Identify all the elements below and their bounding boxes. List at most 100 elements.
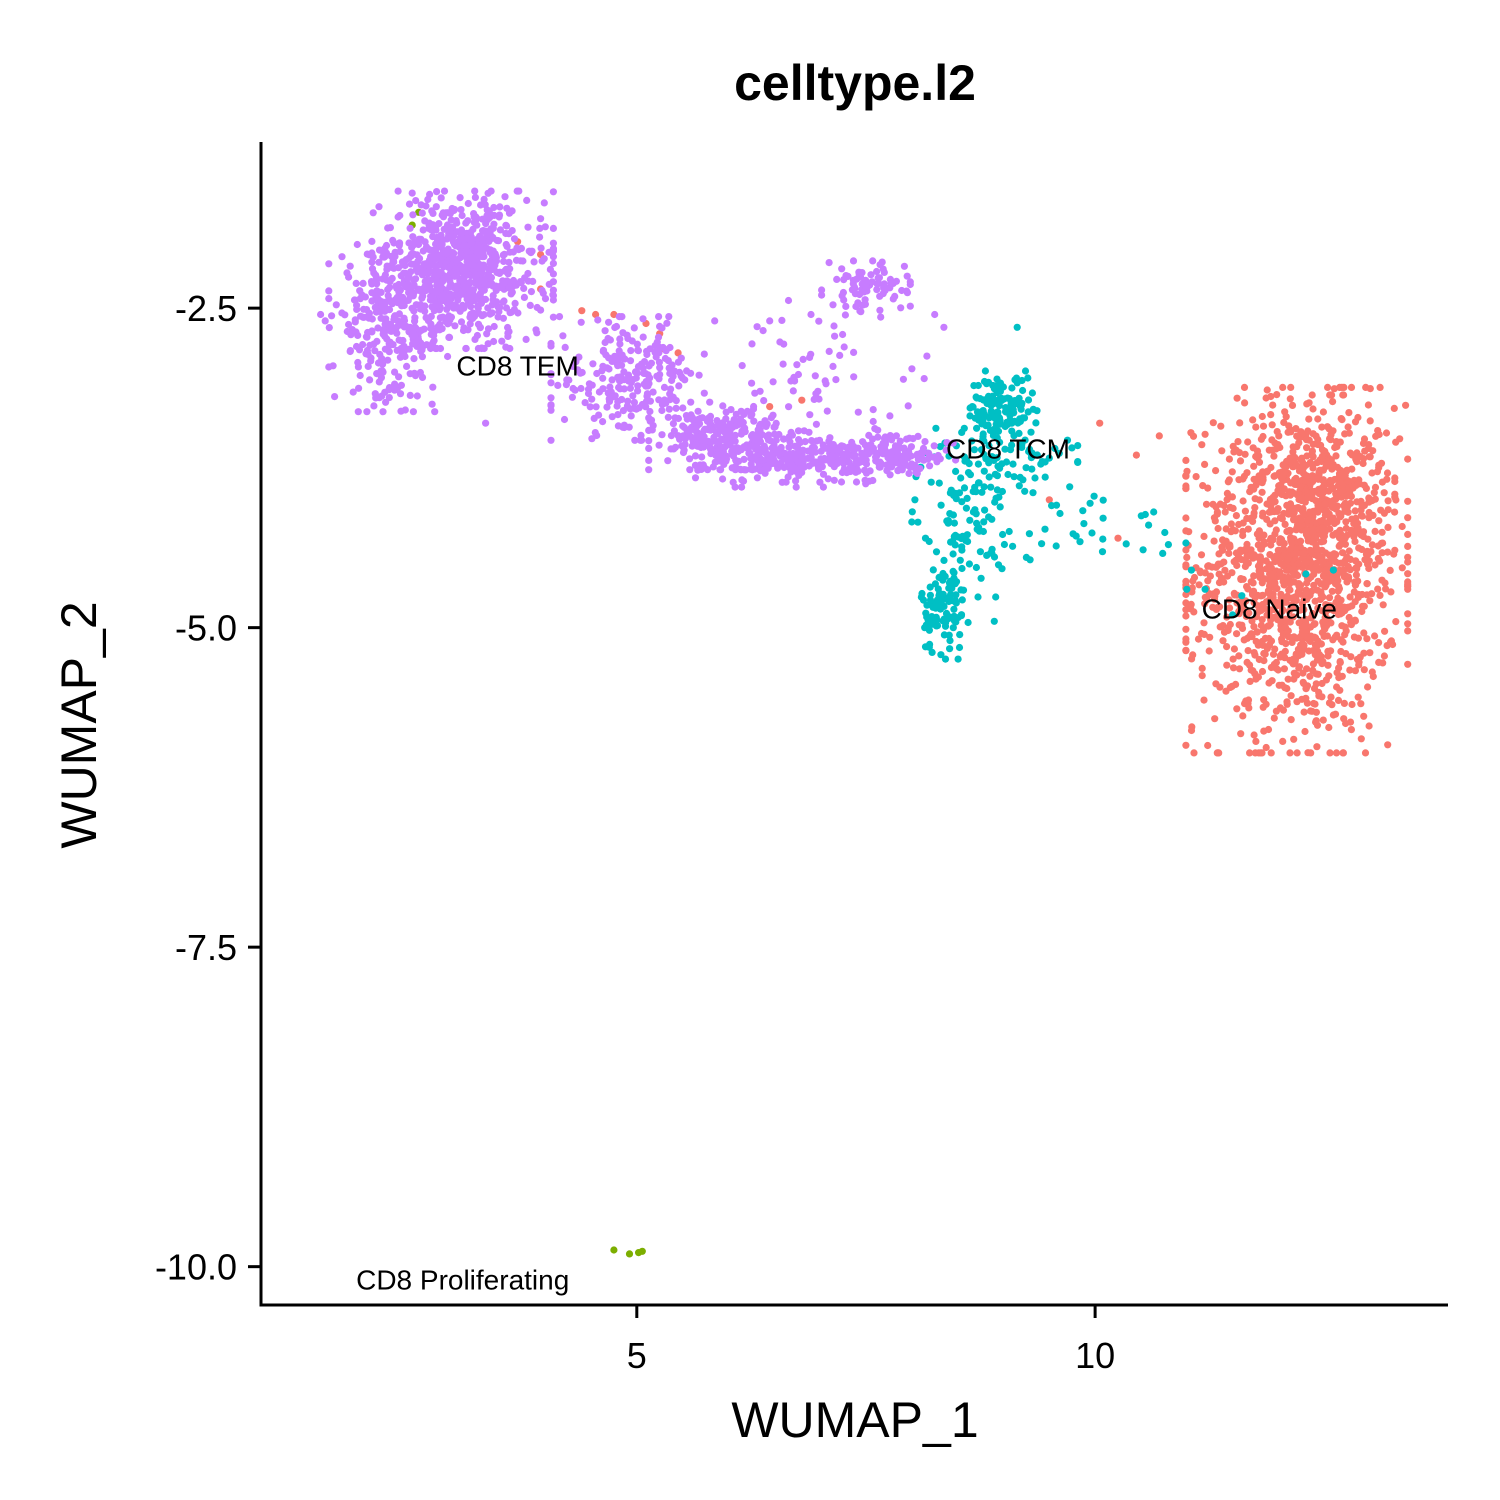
data-point — [937, 501, 945, 509]
data-point — [1328, 556, 1336, 564]
data-point — [496, 226, 504, 234]
data-point — [1340, 699, 1348, 708]
data-point — [837, 478, 846, 486]
data-point — [371, 303, 379, 311]
data-point — [370, 340, 378, 348]
data-point — [990, 385, 999, 393]
data-point — [1318, 446, 1327, 454]
data-point — [784, 296, 793, 305]
data-point — [982, 422, 990, 430]
data-point — [545, 280, 553, 288]
data-point — [995, 493, 1003, 501]
data-point — [980, 377, 989, 386]
data-point — [1247, 630, 1255, 638]
data-point — [850, 373, 858, 381]
data-point — [1341, 623, 1349, 631]
data-point — [958, 564, 966, 573]
data-point — [1006, 416, 1014, 424]
data-point — [1002, 458, 1011, 466]
data-point — [645, 426, 653, 434]
data-point — [1021, 367, 1030, 375]
data-point — [1280, 581, 1288, 589]
data-point — [862, 460, 871, 468]
data-point — [1217, 422, 1225, 430]
data-point — [1360, 666, 1368, 674]
data-point — [639, 364, 647, 372]
data-point — [1271, 613, 1279, 621]
data-point — [876, 306, 884, 314]
data-point — [987, 407, 995, 415]
data-point — [592, 310, 600, 319]
data-point — [1250, 572, 1258, 580]
series-cd8-tem — [317, 187, 960, 491]
data-point — [1255, 655, 1263, 664]
data-point — [1313, 545, 1321, 554]
data-point — [485, 237, 493, 245]
cluster-label-cd8-proliferating: CD8 Proliferating — [356, 1264, 569, 1295]
data-point — [874, 426, 882, 434]
data-point — [737, 407, 745, 415]
data-point — [926, 583, 934, 591]
data-point — [1220, 501, 1228, 510]
data-point — [1357, 735, 1365, 743]
data-point — [1270, 452, 1278, 460]
data-point — [838, 265, 846, 273]
data-point — [1302, 570, 1310, 578]
data-point — [549, 270, 558, 278]
data-point — [1384, 523, 1392, 532]
data-point — [317, 310, 325, 319]
data-point — [957, 611, 966, 619]
data-point — [1340, 383, 1348, 391]
data-point — [506, 344, 514, 353]
data-point — [869, 406, 877, 414]
data-point — [411, 314, 419, 322]
data-point — [1329, 398, 1337, 406]
data-point — [537, 244, 545, 252]
data-point — [1293, 749, 1301, 757]
data-point — [411, 332, 419, 340]
data-point — [547, 401, 555, 409]
data-point — [983, 399, 991, 408]
data-point — [1243, 469, 1251, 477]
data-point — [1182, 561, 1190, 569]
data-point — [1255, 527, 1263, 535]
data-point — [992, 593, 1000, 601]
data-point — [740, 455, 748, 463]
data-point — [1336, 686, 1344, 694]
data-point — [1392, 618, 1400, 626]
data-point — [462, 344, 470, 353]
data-point — [471, 187, 479, 195]
data-point — [369, 209, 377, 217]
data-point — [375, 203, 383, 211]
data-point — [610, 310, 618, 319]
x-tick-label: 10 — [1075, 1335, 1115, 1376]
data-point — [959, 586, 968, 594]
data-point — [1404, 455, 1412, 463]
data-point — [427, 261, 435, 269]
data-point — [1221, 566, 1229, 574]
data-point — [841, 311, 850, 319]
data-point — [826, 434, 834, 442]
data-point — [1263, 467, 1271, 475]
data-point — [1271, 439, 1279, 447]
data-point — [1366, 385, 1374, 393]
data-point — [748, 453, 756, 461]
data-point — [1348, 700, 1356, 709]
data-point — [1326, 749, 1334, 757]
data-point — [1303, 472, 1311, 480]
data-point — [1080, 520, 1088, 528]
data-point — [980, 450, 988, 458]
data-point — [645, 362, 653, 370]
data-point — [1009, 460, 1017, 468]
data-point — [1298, 600, 1307, 608]
data-point — [1185, 528, 1193, 536]
data-point — [911, 496, 919, 504]
data-point — [496, 203, 504, 211]
data-point — [789, 387, 797, 395]
data-point — [831, 332, 839, 340]
data-point — [878, 258, 886, 266]
data-point — [1324, 647, 1332, 656]
data-point — [627, 347, 635, 355]
data-point — [1314, 475, 1322, 483]
data-point — [1354, 413, 1362, 422]
